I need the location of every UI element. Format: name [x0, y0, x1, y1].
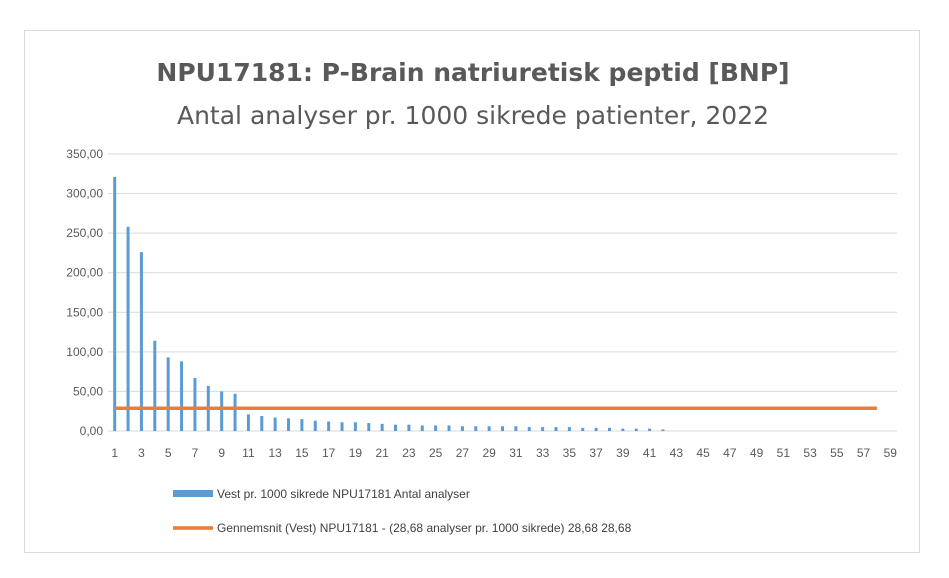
bar [447, 425, 451, 431]
x-tick-label: 37 [589, 446, 603, 460]
bar [139, 252, 143, 431]
y-tick-label: 150,00 [66, 305, 103, 319]
bar [300, 419, 304, 431]
x-tick-label: 59 [884, 446, 898, 460]
y-tick-label: 350,00 [66, 147, 103, 161]
x-tick-label: 11 [242, 446, 255, 460]
bar [287, 418, 291, 431]
bar [353, 422, 357, 431]
bar [313, 420, 317, 431]
bar [327, 421, 331, 431]
x-tick-label: 53 [803, 446, 817, 460]
bar [367, 423, 371, 431]
bar [514, 426, 518, 431]
legend-swatch-bars [173, 490, 213, 497]
y-axis-ticks: 0,00 50,00 100,00 150,00 200,00 250,00 300,00 3… [66, 147, 103, 438]
bar [180, 361, 184, 431]
bar [220, 391, 224, 431]
x-tick-label: 17 [322, 446, 336, 460]
bar [634, 428, 638, 431]
x-tick-label: 47 [723, 446, 737, 460]
x-tick-label: 21 [375, 446, 389, 460]
bar [581, 427, 585, 431]
bar [273, 417, 277, 431]
bar [607, 427, 611, 431]
x-axis-ticks: 1 3 5 7 9 11 13 15 17 19 21 23 25 27 29 31 33 35 37 39 41 43 4… [111, 446, 897, 460]
x-tick-label: 49 [750, 446, 764, 460]
bar [594, 427, 598, 431]
bar-series [113, 176, 665, 431]
bar [527, 427, 531, 431]
bar [648, 428, 652, 431]
x-tick-label: 9 [218, 446, 225, 460]
bar [554, 427, 558, 431]
bar [501, 426, 504, 431]
x-tick-label: 33 [536, 446, 550, 460]
x-tick-label: 31 [509, 446, 523, 460]
gridlines [108, 153, 897, 432]
x-tick-label: 1 [111, 446, 118, 460]
chart-subtitle: Antal analyser pr. 1000 sikrede patiente… [177, 101, 769, 130]
legend: Vest pr. 1000 sikrede NPU17181 Antal ana… [173, 487, 632, 535]
chart-frame: NPU17181: P-Brain natriuretisk peptid [B… [24, 30, 920, 553]
x-tick-label: 29 [482, 446, 496, 460]
x-tick-label: 45 [696, 446, 710, 460]
bar [541, 427, 545, 431]
bar [460, 426, 464, 431]
bar [407, 424, 411, 431]
bar [434, 425, 438, 431]
y-tick-label: 200,00 [66, 266, 103, 280]
bar [153, 340, 157, 431]
bar [260, 415, 264, 431]
x-tick-label: 41 [643, 446, 657, 460]
chart-title: NPU17181: P-Brain natriuretisk peptid [B… [156, 58, 789, 87]
y-tick-label: 300,00 [66, 187, 103, 201]
bar [487, 426, 491, 431]
x-tick-label: 55 [830, 446, 844, 460]
x-tick-label: 27 [456, 446, 470, 460]
x-tick-label: 19 [349, 446, 363, 460]
x-tick-label: 7 [192, 446, 199, 460]
bar [193, 377, 197, 431]
bar [380, 423, 384, 431]
x-tick-label: 57 [857, 446, 871, 460]
bar [113, 176, 117, 431]
bar [474, 426, 478, 431]
bar [567, 427, 571, 431]
y-tick-label: 50,00 [73, 384, 103, 398]
x-tick-label: 25 [429, 446, 443, 460]
x-tick-label: 43 [670, 446, 684, 460]
bar [233, 393, 237, 431]
bar [126, 226, 130, 431]
bar [246, 414, 250, 431]
x-tick-label: 39 [616, 446, 630, 460]
legend-label-bars: Vest pr. 1000 sikrede NPU17181 Antal ana… [217, 487, 470, 501]
x-tick-label: 5 [165, 446, 172, 460]
bar [394, 424, 398, 431]
legend-label-line: Gennemsnit (Vest) NPU17181 - (28,68 anal… [217, 521, 632, 535]
y-tick-label: 250,00 [66, 226, 103, 240]
x-tick-label: 15 [295, 446, 309, 460]
x-tick-label: 13 [268, 446, 282, 460]
bar [420, 425, 424, 431]
x-tick-label: 23 [402, 446, 416, 460]
bar [166, 357, 170, 431]
chart-svg: NPU17181: P-Brain natriuretisk peptid [B… [66, 58, 897, 535]
bar [661, 429, 665, 431]
x-tick-label: 35 [563, 446, 577, 460]
y-tick-label: 0,00 [80, 424, 104, 438]
x-tick-label: 51 [777, 446, 791, 460]
x-tick-label: 3 [138, 446, 145, 460]
y-tick-label: 100,00 [66, 345, 103, 359]
bar [621, 428, 625, 431]
bar [340, 422, 344, 431]
